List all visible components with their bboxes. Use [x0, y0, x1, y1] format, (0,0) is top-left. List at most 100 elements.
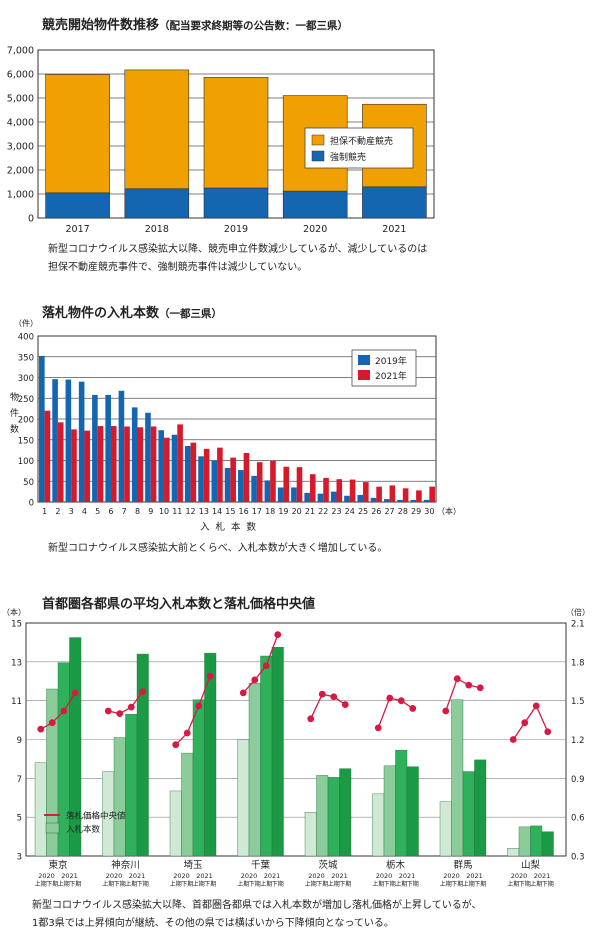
x-tick-label: 20 — [292, 507, 302, 516]
point-落札価格中央値 — [318, 690, 326, 698]
bar-入札本数 — [439, 801, 452, 857]
bar-2021年 — [84, 430, 91, 502]
year-label: 2021 — [264, 872, 281, 880]
bar-強制競売 — [203, 187, 269, 219]
x-tick-label: 2020 — [303, 224, 327, 235]
y-left-tick-label: 5 — [17, 814, 22, 824]
bar-2019年 — [184, 445, 191, 502]
chart3-note-line: 1都3県では上昇傾向が継続、その他の県では横ばいから下降傾向となっている。 — [32, 918, 394, 929]
bar-入札本数 — [136, 653, 149, 857]
x-tick-label: 28 — [398, 507, 408, 516]
bar-2021年 — [177, 424, 183, 502]
period-label: 下期 — [272, 880, 284, 888]
x-tick-label: 24 — [345, 507, 355, 516]
x-tick-label: 2021 — [382, 224, 406, 235]
x-tick-label: 2 — [55, 507, 60, 516]
year-label: 2020 — [106, 872, 123, 880]
bar-入札本数 — [339, 768, 352, 857]
y-left-unit: （本） — [2, 607, 26, 617]
line-落札価格中央値 — [377, 697, 414, 729]
bar-入札本数 — [518, 826, 531, 857]
period-label: 下期 — [137, 880, 149, 888]
period-label: 上期 — [328, 880, 340, 888]
y-tick-label: 6,000 — [7, 70, 34, 81]
point-落札価格中央値 — [262, 662, 270, 670]
x-tick-label: 17 — [252, 507, 262, 516]
bar-入札本数 — [34, 762, 47, 857]
point-落札価格中央値 — [172, 741, 180, 749]
x-tick-label: 14 — [212, 507, 222, 516]
line-落札価格中央値 — [175, 675, 211, 746]
bar-入札本数 — [474, 759, 487, 857]
bar-2019年 — [171, 434, 178, 502]
point-落札価格中央値 — [409, 705, 417, 712]
bar-入札本数 — [125, 714, 138, 857]
bar-入札本数 — [372, 793, 385, 857]
y-tick-label: 200 — [18, 416, 34, 426]
bar-入札本数 — [237, 739, 250, 857]
x-tick-label: 群馬 — [453, 859, 472, 871]
period-label: 下期 — [181, 880, 193, 888]
line-落札価格中央値 — [242, 634, 279, 694]
bar-入札本数 — [462, 771, 475, 857]
point-落札価格中央値 — [341, 701, 349, 708]
period-label: 下期 — [114, 880, 126, 888]
bar-2019年 — [410, 499, 417, 502]
y-right-tick-label: 0.9 — [571, 775, 585, 785]
point-落札価格中央値 — [453, 675, 461, 683]
chart1-title: 競売開始物件数推移（配当要求終期等の公告数：一都三県） — [42, 14, 348, 33]
y-tick-label: 250 — [18, 395, 34, 405]
x-tick-label: 13 — [199, 507, 209, 516]
x-tick-label: 千葉 — [251, 859, 271, 871]
bar-2019年 — [211, 460, 218, 502]
bar-2021年 — [217, 447, 223, 502]
period-label: 上期 — [530, 880, 542, 888]
period-label: 下期 — [474, 880, 486, 888]
x-tick-label: 2017 — [66, 224, 90, 235]
bar-入札本数 — [395, 749, 408, 857]
x-tick-label: 16 — [239, 507, 249, 516]
y-tick-label: 50 — [23, 478, 34, 488]
bar-入札本数 — [304, 812, 317, 857]
bar-2021年 — [296, 467, 303, 502]
bar-入札本数 — [530, 825, 543, 857]
year-label: 2020 — [38, 872, 55, 880]
x-tick-label: 9 — [148, 507, 153, 516]
bar-2021年 — [110, 426, 117, 502]
point-落札価格中央値 — [330, 693, 338, 701]
bar-2019年 — [370, 497, 377, 502]
point-落札価格中央値 — [71, 689, 79, 697]
year-label: 2020 — [308, 872, 325, 880]
period-label: 下期 — [542, 880, 554, 888]
x-tick-label: 埼玉 — [183, 859, 203, 871]
chart1-subtitle: （配当要求終期等の公告数：一都三県） — [159, 20, 349, 32]
bar-2019年 — [251, 475, 257, 502]
point-落札価格中央値 — [139, 688, 147, 696]
bar-強制競売 — [362, 186, 427, 219]
period-label: 下期 — [316, 880, 328, 888]
point-落札価格中央値 — [544, 728, 552, 736]
period-label: 上期 — [170, 880, 182, 888]
bar-2021年 — [336, 479, 343, 502]
bar-入札本数 — [316, 775, 329, 857]
bar-入札本数 — [181, 752, 194, 857]
bar-2019年 — [158, 430, 165, 502]
period-label: 上期 — [463, 880, 475, 888]
y-left-tick-label: 13 — [11, 658, 22, 668]
chart1-note-line: 担保不動産競売事件で、強制競売事件は減少していない。 — [48, 262, 308, 273]
bar-入札本数 — [271, 647, 284, 857]
bar-2019年 — [344, 495, 350, 502]
x-tick-label: 10 — [159, 507, 169, 516]
year-label: 2021 — [466, 872, 483, 880]
x-tick-label: 12 — [185, 507, 195, 516]
period-label: 上期 — [58, 880, 70, 888]
x-tick-label: 神奈川 — [111, 859, 140, 871]
period-label: 上期 — [260, 880, 272, 888]
x-tick-label: 栃木 — [386, 859, 406, 871]
x-unit-label: （本） — [437, 506, 461, 516]
point-落札価格中央値 — [442, 707, 450, 715]
period-label: 上期 — [305, 880, 317, 888]
period-label: 下期 — [69, 880, 81, 888]
period-label: 上期 — [125, 880, 137, 888]
legend-swatch — [311, 150, 325, 162]
